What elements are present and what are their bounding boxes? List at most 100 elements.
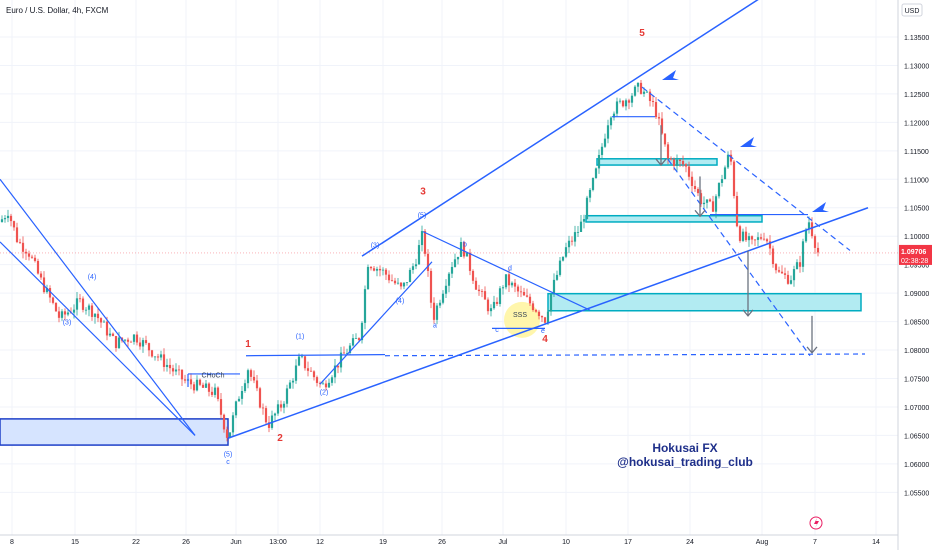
candle-body bbox=[132, 334, 136, 342]
watermark-name: Hokusai FX bbox=[652, 441, 718, 455]
candle-body bbox=[243, 383, 247, 392]
candle-body bbox=[381, 269, 385, 271]
channel-upper bbox=[0, 178, 196, 436]
candle-body bbox=[453, 259, 457, 267]
candle-body bbox=[291, 380, 295, 383]
candle-body bbox=[408, 269, 412, 283]
candle-body bbox=[651, 100, 655, 103]
candle-body bbox=[27, 253, 31, 257]
time-tick-label: 8 bbox=[10, 539, 14, 546]
price-tick-label: 1.11000 bbox=[904, 177, 929, 184]
candle-body bbox=[360, 322, 364, 341]
candle-body bbox=[648, 91, 652, 101]
candle-body bbox=[462, 242, 466, 257]
candle-body bbox=[432, 302, 436, 320]
price-tick-label: 1.12000 bbox=[904, 120, 929, 127]
candle-body bbox=[546, 311, 550, 323]
arrow-pointer-icon bbox=[740, 137, 757, 147]
candle-body bbox=[333, 365, 337, 378]
candle-body bbox=[756, 237, 760, 240]
candle-body bbox=[264, 408, 268, 423]
last-price-value: 1.09706 bbox=[901, 249, 926, 256]
candle-body bbox=[750, 236, 754, 240]
candle-body bbox=[513, 282, 517, 287]
time-tick-label: 15 bbox=[71, 539, 79, 546]
candle-body bbox=[768, 241, 772, 249]
candle-body bbox=[96, 313, 100, 319]
candle-body bbox=[552, 279, 556, 295]
candle-body bbox=[177, 369, 181, 371]
candle-body bbox=[456, 256, 460, 260]
candle-body bbox=[636, 82, 640, 87]
candle-body bbox=[675, 159, 679, 166]
candle-body bbox=[48, 288, 52, 298]
candle-body bbox=[45, 288, 49, 293]
currency-label: USD bbox=[905, 8, 920, 15]
candle-body bbox=[465, 252, 469, 257]
candle-body bbox=[630, 95, 634, 103]
time-tick-label: 26 bbox=[438, 539, 446, 546]
candle-body bbox=[495, 301, 499, 304]
candle-body bbox=[354, 338, 358, 339]
candle-body bbox=[501, 287, 505, 289]
candle-body bbox=[810, 222, 814, 237]
candle-body bbox=[624, 100, 628, 107]
time-tick-label: 24 bbox=[686, 539, 694, 546]
candle-body bbox=[309, 370, 313, 372]
candle-body bbox=[141, 340, 145, 347]
candle-body bbox=[510, 282, 514, 286]
candle-body bbox=[639, 82, 643, 94]
candle-body bbox=[687, 166, 691, 177]
candle-body bbox=[9, 215, 13, 222]
price-tick-label: 1.13500 bbox=[904, 35, 929, 42]
candle-body bbox=[765, 239, 769, 242]
candle-body bbox=[159, 354, 163, 358]
candle-body bbox=[327, 382, 331, 388]
candle-body bbox=[114, 336, 118, 349]
candle-body bbox=[600, 146, 604, 155]
currency-box[interactable] bbox=[901, 3, 923, 17]
candle-body bbox=[645, 91, 649, 93]
candle-body bbox=[372, 268, 376, 271]
candle-body bbox=[711, 201, 715, 212]
candle-body bbox=[312, 371, 316, 378]
candle-body bbox=[60, 311, 64, 318]
wave-label-3: 2 bbox=[277, 433, 283, 444]
candle-body bbox=[273, 413, 277, 416]
candle-body bbox=[21, 242, 25, 252]
candle-body bbox=[387, 274, 391, 281]
symbol-title[interactable]: Euro / U.S. Dollar, 4h, FXCM bbox=[6, 6, 109, 15]
candle-body bbox=[153, 356, 157, 358]
candle-body bbox=[399, 282, 403, 287]
candle-body bbox=[363, 289, 367, 323]
candle-body bbox=[426, 253, 430, 271]
candle-body bbox=[306, 368, 310, 371]
candle-body bbox=[366, 266, 370, 290]
candle-body bbox=[36, 260, 40, 274]
candle-body bbox=[588, 189, 592, 198]
candle-body bbox=[369, 266, 373, 269]
candle-body bbox=[642, 91, 646, 94]
candle-body bbox=[615, 101, 619, 114]
candle-body bbox=[351, 338, 355, 346]
candle-body bbox=[147, 343, 151, 351]
candles bbox=[0, 80, 820, 442]
price-tick-label: 1.08500 bbox=[904, 320, 929, 327]
candle-body bbox=[378, 268, 382, 271]
candle-body bbox=[543, 317, 547, 323]
candle-body bbox=[300, 356, 304, 358]
candle-body bbox=[597, 154, 601, 169]
candle-body bbox=[402, 282, 406, 287]
price-tick-label: 1.09500 bbox=[904, 263, 929, 270]
time-tick-label: Aug bbox=[756, 539, 769, 546]
candle-body bbox=[771, 248, 775, 265]
candle-body bbox=[519, 291, 523, 293]
candle-body bbox=[198, 379, 202, 385]
candle-body bbox=[528, 296, 532, 304]
candle-body bbox=[255, 380, 259, 389]
candle-body bbox=[258, 388, 262, 408]
candle-body bbox=[150, 350, 154, 357]
candle-body bbox=[438, 302, 442, 306]
